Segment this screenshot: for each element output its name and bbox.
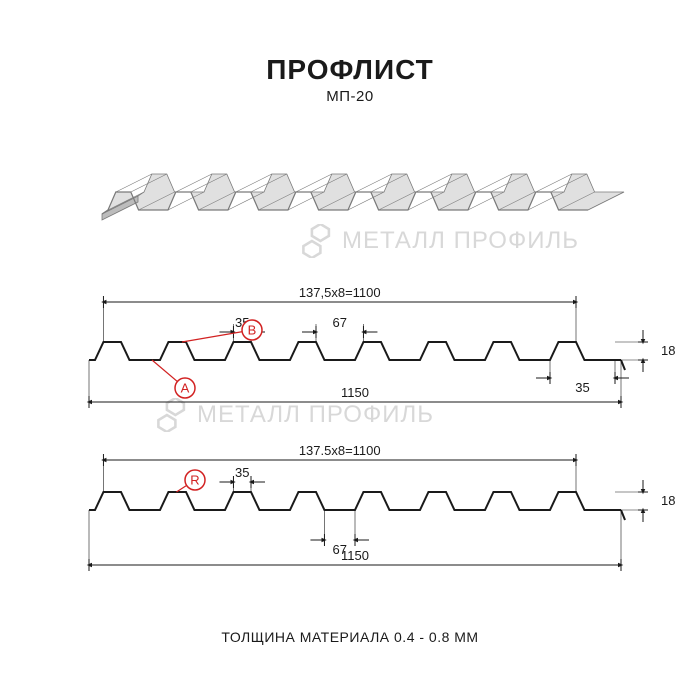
- technical-diagram: 137,5x8=1100356711501835AB 137.5x8=11003…: [0, 0, 700, 700]
- profile-section-ab: 137,5x8=1100356711501835AB: [89, 285, 675, 408]
- svg-text:35: 35: [575, 380, 589, 395]
- svg-text:18: 18: [661, 493, 675, 508]
- isometric-view: [102, 174, 624, 220]
- profile-section-r: 137.5x8=11003567115018R: [89, 443, 675, 571]
- svg-text:67: 67: [332, 315, 346, 330]
- svg-text:1150: 1150: [341, 548, 369, 563]
- svg-text:18: 18: [661, 343, 675, 358]
- svg-text:35: 35: [235, 465, 249, 480]
- svg-text:137.5x8=1100: 137.5x8=1100: [299, 443, 381, 458]
- svg-text:R: R: [190, 473, 199, 488]
- svg-text:137,5x8=1100: 137,5x8=1100: [299, 285, 381, 300]
- svg-text:B: B: [248, 323, 257, 338]
- svg-text:1150: 1150: [341, 385, 369, 400]
- svg-text:A: A: [181, 381, 190, 396]
